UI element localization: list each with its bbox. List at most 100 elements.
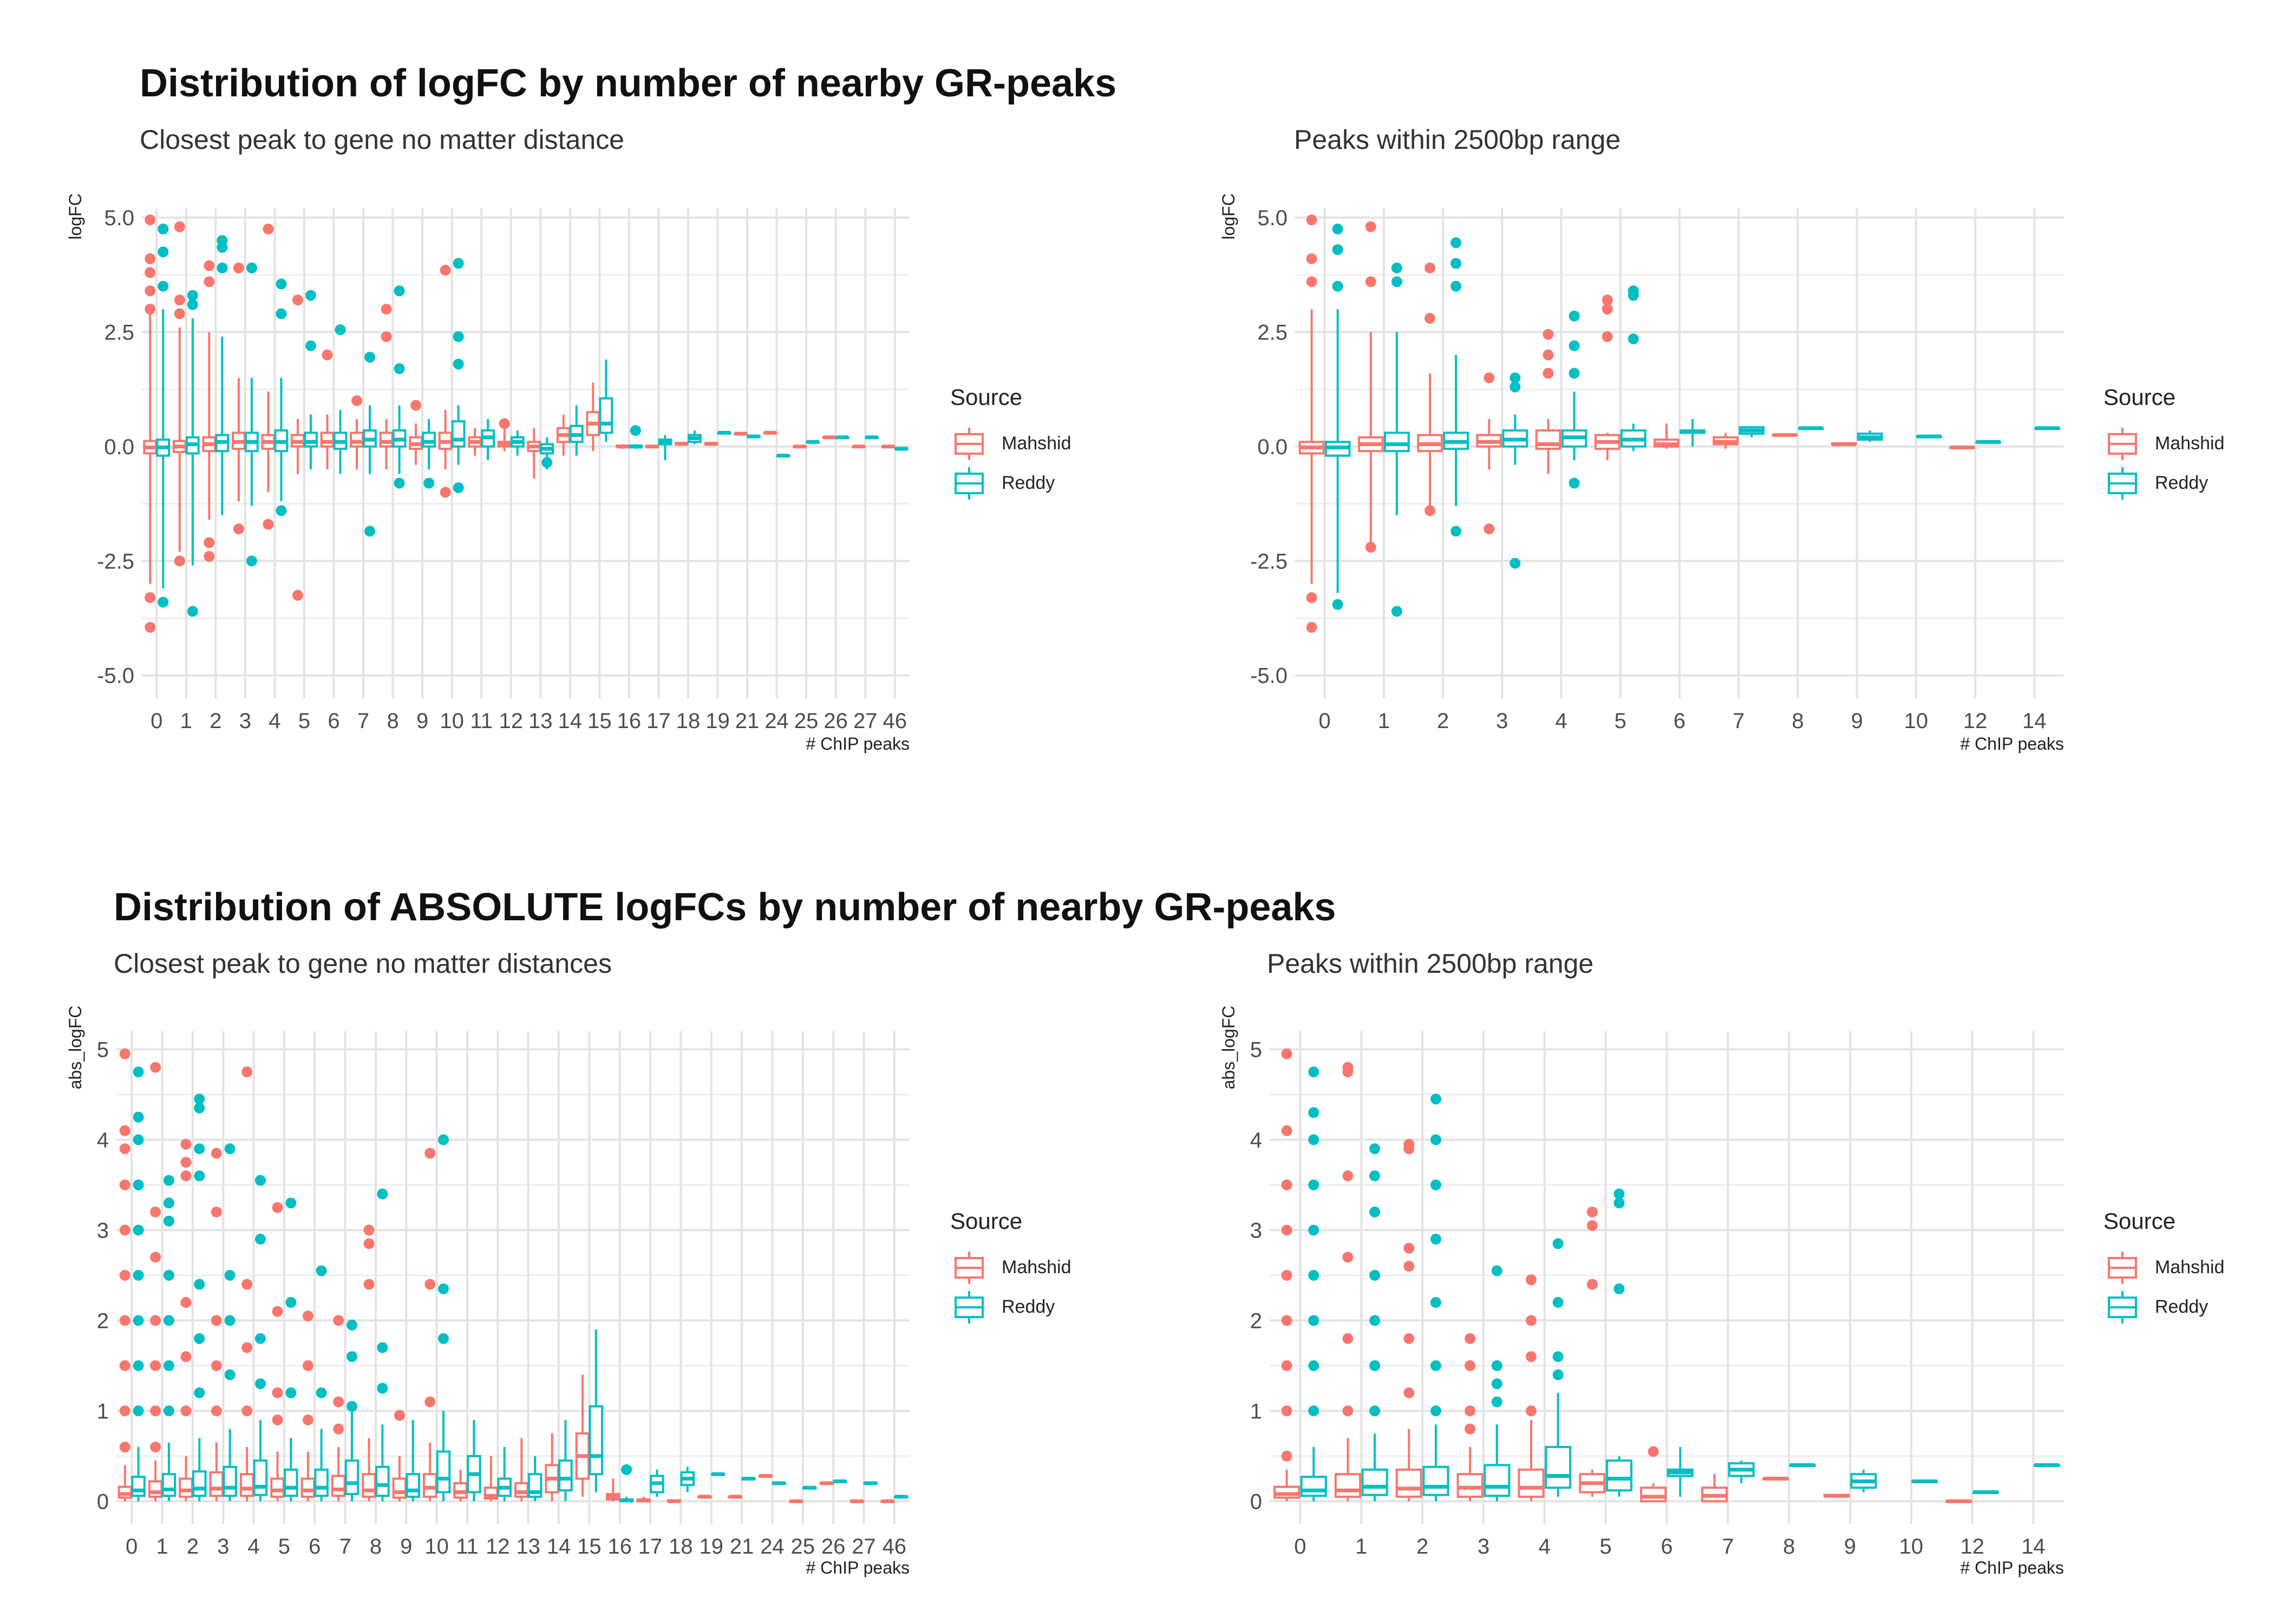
outlier-point (272, 1306, 283, 1317)
outlier-point (1525, 1274, 1537, 1286)
box-mahshid-9 (392, 1410, 407, 1502)
box-reddy-12 (510, 430, 525, 456)
panel-logfc-closest: Distribution of logFC by number of nearb… (66, 62, 1116, 754)
outlier-point (246, 262, 257, 273)
outlier-point (150, 1206, 161, 1217)
x-tick-label: 6 (1674, 709, 1685, 733)
outlier-point (1430, 1134, 1441, 1145)
box-mahshid-1 (172, 221, 187, 567)
outlier-point (1510, 558, 1521, 569)
outlier-point (187, 606, 198, 617)
outlier-point (316, 1265, 327, 1276)
box-mahshid-3 (231, 262, 246, 535)
legend-key-mahshid (2108, 1252, 2137, 1284)
y-tick-label: 0 (1250, 1490, 1262, 1514)
outlier-point (333, 1396, 344, 1407)
x-tick-label: 7 (1733, 709, 1744, 733)
outlier-point (145, 304, 156, 315)
outlier-point (364, 351, 376, 363)
outlier-point (211, 1360, 222, 1371)
box-mahshid-0 (117, 1048, 133, 1502)
series-reddy (1300, 1066, 2060, 1502)
outlier-point (1586, 1206, 1598, 1217)
box-iqr (1545, 1446, 1572, 1489)
outlier-point (1543, 368, 1554, 379)
x-tick-label: 0 (151, 709, 162, 733)
x-tick-label: 18 (676, 709, 701, 733)
outlier-point (145, 214, 156, 226)
x-tick-label: 3 (1496, 709, 1508, 733)
outlier-point (1543, 329, 1554, 340)
box-reddy-11 (467, 1419, 481, 1502)
box-reddy-10 (1916, 434, 1942, 438)
box-reddy-4 (274, 278, 289, 516)
box-mahshid-8 (1772, 433, 1798, 437)
outlier-point (333, 1315, 344, 1326)
outlier-point (424, 1279, 436, 1290)
outlier-point (1484, 523, 1495, 535)
x-tick-label: 6 (328, 709, 339, 733)
box-mahshid-12 (1945, 1499, 1972, 1503)
panel-abslogfc-closest: Distribution of ABSOLUTE logFCs by numbe… (66, 886, 1336, 1577)
outlier-point (1430, 1179, 1441, 1190)
y-tick-label: 4 (97, 1128, 109, 1152)
box-mahshid-14 (545, 1433, 559, 1502)
outlier-point (1450, 526, 1462, 537)
box-mahshid-13 (527, 428, 541, 479)
x-tick-label: 14 (558, 709, 583, 733)
outlier-point (1430, 1093, 1441, 1105)
legend-label-reddy: Reddy (2155, 473, 2208, 493)
x-tick-label: 2 (187, 1535, 199, 1558)
outlier-point (1281, 1125, 1292, 1136)
x-tick-label: 15 (577, 1535, 602, 1558)
outlier-point (194, 1093, 205, 1105)
box-reddy-4 (253, 1175, 268, 1502)
x-axis-label: # ChIP peaks (806, 1558, 910, 1577)
outlier-point (1403, 1143, 1415, 1155)
outlier-point (453, 331, 464, 342)
x-tick-label: 7 (357, 709, 369, 733)
box-reddy-15 (599, 359, 613, 442)
box-iqr (375, 1465, 390, 1497)
outlier-point (394, 285, 405, 297)
box-mahshid-7 (1713, 433, 1739, 449)
outlier-point (453, 258, 464, 269)
series-reddy (156, 224, 909, 617)
x-tick-label: 5 (1600, 1535, 1612, 1558)
series-mahshid (1298, 214, 1975, 633)
x-tick-label: 12 (486, 1535, 510, 1558)
outlier-point (119, 1405, 130, 1417)
outlier-point (1281, 1048, 1292, 1059)
outlier-point (163, 1197, 174, 1209)
outlier-point (1308, 1269, 1319, 1281)
box-mahshid-6 (1640, 1446, 1667, 1503)
outlier-point (1308, 1224, 1319, 1236)
box-reddy-12 (497, 1447, 512, 1502)
box-mahshid-6 (300, 1310, 316, 1502)
outlier-point (394, 477, 405, 489)
outlier-point (424, 1148, 436, 1159)
x-axis-label: # ChIP peaks (1960, 1558, 2064, 1577)
outlier-point (158, 246, 169, 258)
outlier-point (1281, 1450, 1292, 1462)
box-mahshid-12 (483, 1456, 499, 1502)
box-mahshid-27 (850, 1499, 865, 1503)
x-tick-label: 17 (646, 709, 671, 733)
box-reddy-3 (1502, 372, 1528, 569)
x-tick-label: 13 (516, 1535, 540, 1558)
outlier-point (1369, 1170, 1381, 1182)
box-reddy-2 (215, 235, 230, 515)
x-tick-label: 19 (705, 709, 730, 733)
box-reddy-6 (1680, 419, 1706, 447)
outlier-point (1365, 276, 1376, 287)
outlier-point (1369, 1405, 1381, 1417)
x-tick-label: 0 (126, 1535, 138, 1558)
outlier-point (1613, 1188, 1625, 1200)
outlier-point (145, 253, 156, 265)
outlier-point (438, 1333, 449, 1344)
box-mahshid-2 (179, 1138, 193, 1502)
x-tick-label: 14 (2022, 709, 2047, 733)
legend-title: Source (2103, 384, 2175, 410)
x-tick-label: 8 (387, 709, 398, 733)
series-mahshid (143, 214, 896, 633)
